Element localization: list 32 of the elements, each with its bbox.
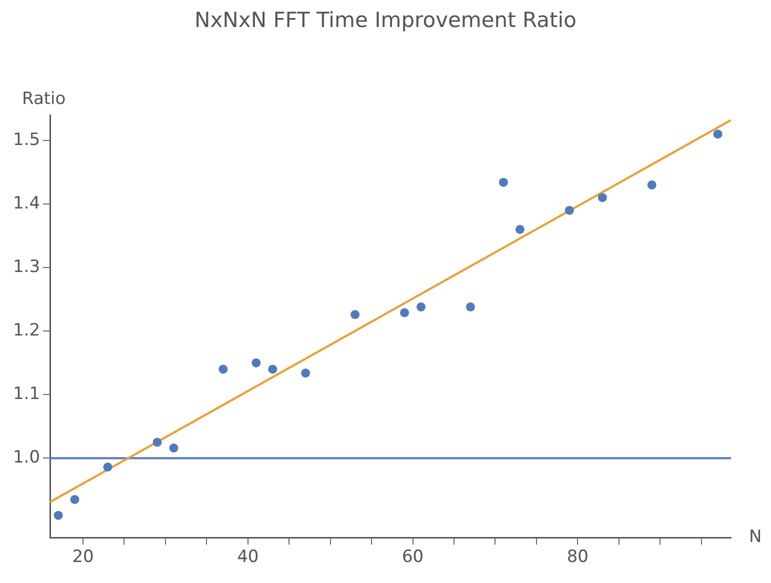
point — [598, 193, 607, 202]
x-tick-label: 80 — [566, 547, 588, 568]
point — [70, 494, 80, 504]
x-axis-title: N — [749, 527, 762, 548]
y-tick-label: 1.4 — [12, 193, 40, 214]
point — [350, 310, 360, 320]
point — [466, 302, 475, 312]
point — [169, 443, 178, 452]
y-tick-label: 1.5 — [12, 130, 40, 150]
point — [498, 178, 508, 187]
chart-title: NxNxN FFT Time Improvement Ratio — [194, 8, 578, 32]
y-tick-label: 1.0 — [12, 448, 40, 468]
x-tick-label: 20 — [72, 547, 94, 568]
y-tick-label: 1.3 — [12, 256, 40, 277]
y-axis-title: Ratio — [22, 88, 66, 109]
point — [647, 180, 656, 190]
point — [400, 308, 410, 318]
point — [301, 368, 310, 378]
y-tick-label: 1.1 — [12, 384, 40, 404]
point — [515, 224, 524, 234]
x-tick-label: 60 — [402, 547, 424, 568]
point — [218, 364, 228, 374]
point — [268, 364, 278, 374]
point — [54, 510, 63, 520]
point — [103, 462, 112, 472]
point — [713, 130, 722, 139]
point — [564, 206, 574, 215]
point — [252, 358, 261, 368]
point — [152, 438, 162, 447]
y-tick-label: 1.2 — [12, 320, 40, 340]
x-tick-label: 40 — [237, 547, 259, 568]
point — [416, 302, 426, 312]
